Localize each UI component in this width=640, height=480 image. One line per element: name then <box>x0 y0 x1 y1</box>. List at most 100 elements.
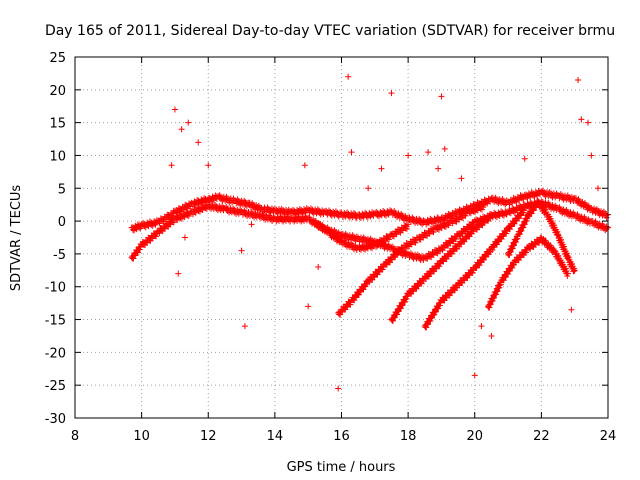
y-tick-label: 20 <box>49 84 66 99</box>
descending-track-4-point <box>497 281 504 288</box>
x-tick-label: 8 <box>71 429 79 444</box>
descending-track-3-point <box>424 321 431 328</box>
outliers-point <box>171 106 178 113</box>
late-arch-point <box>533 204 540 211</box>
evening-dip-arc-point <box>405 221 412 228</box>
descending-track-2-point <box>399 302 406 309</box>
descending-track-4-point <box>493 291 500 298</box>
late-arch-point <box>518 227 525 234</box>
x-tick-label: 18 <box>400 429 417 444</box>
outliers-point <box>365 185 372 192</box>
descending-track-4-point <box>487 301 494 308</box>
main-band-lower-point <box>252 212 259 219</box>
main-band-lower-point <box>302 216 309 223</box>
descending-track-3-point <box>431 311 438 318</box>
x-tick-label: 16 <box>333 429 350 444</box>
late-arch-point <box>517 230 524 237</box>
descending-track-4-point <box>502 274 509 281</box>
descending-track-3-point <box>432 308 439 315</box>
outliers-point <box>521 155 528 162</box>
outliers-point <box>248 221 255 228</box>
outliers-point <box>438 93 445 100</box>
outliers-point <box>348 149 355 156</box>
late-arch-point <box>520 224 527 231</box>
main-band-lower-point <box>603 226 610 233</box>
outliers-point <box>305 303 312 310</box>
late-arch-point <box>523 217 530 224</box>
descending-track-2-point <box>397 305 404 312</box>
outliers-point <box>488 332 495 339</box>
descending-track-4-point <box>509 264 516 271</box>
outliers-point <box>178 126 185 133</box>
y-tick-label: 15 <box>49 117 66 132</box>
main-band-lower-point <box>274 216 281 223</box>
descending-track-1-point <box>347 301 354 308</box>
descending-track-3-point <box>423 324 430 331</box>
outliers-point <box>471 372 478 379</box>
y-tick-label: 10 <box>49 149 66 164</box>
descending-track-2-point <box>488 211 495 218</box>
outliers-point <box>588 152 595 159</box>
descending-track-3-point <box>503 230 510 237</box>
chart-title: Day 165 of 2011, Sidereal Day-to-day VTE… <box>45 23 615 39</box>
main-band-lower-point <box>278 217 285 224</box>
outliers-point <box>578 116 585 123</box>
y-tick-label: -25 <box>45 379 66 394</box>
main-band-lower-point <box>219 205 226 212</box>
main-band-lower-point <box>292 216 299 223</box>
y-tick-label: -15 <box>45 314 66 329</box>
main-band-lower-point <box>170 219 177 226</box>
outliers-point <box>575 76 582 83</box>
descending-track-2-point <box>394 311 401 318</box>
main-band-lower-point <box>281 216 288 223</box>
late-arch-point <box>511 242 518 249</box>
descending-track-2-point <box>395 308 402 315</box>
y-tick-label: -10 <box>45 281 66 296</box>
descending-track-4-point <box>536 239 543 246</box>
data-marks <box>128 73 611 392</box>
outliers-point <box>238 247 245 254</box>
x-tick-label: 22 <box>533 429 550 444</box>
late-arch-point <box>555 231 562 238</box>
descending-track-2-point <box>390 317 397 324</box>
x-tick-label: 20 <box>466 429 483 444</box>
y-tick-label: -5 <box>53 248 66 263</box>
main-band-upper-point <box>188 199 195 206</box>
late-arch-point <box>509 245 516 252</box>
main-band-upper-point <box>568 196 575 203</box>
main-band-upper-point <box>137 225 144 232</box>
main-band-lower-point <box>452 236 459 243</box>
descending-track-2-point <box>401 298 408 305</box>
descending-track-1-point <box>430 229 437 236</box>
main-band-lower-point <box>296 217 303 224</box>
outliers-point <box>425 149 432 156</box>
outliers-point <box>345 73 352 80</box>
descending-track-4-point <box>523 249 529 256</box>
descending-track-4-point <box>565 270 572 277</box>
main-band-lower-point <box>253 214 260 221</box>
y-tick-label: -20 <box>45 346 66 361</box>
descending-track-2-point <box>403 295 410 302</box>
x-axis-label: GPS time / hours <box>287 460 396 475</box>
outliers-point <box>435 165 442 172</box>
descending-track-1-point <box>481 201 488 208</box>
descending-track-2-point <box>391 314 398 321</box>
y-tick-label: -30 <box>45 412 66 427</box>
x-tick-label: 10 <box>133 429 150 444</box>
main-band-upper-point <box>243 203 250 210</box>
x-tick-label: 24 <box>600 429 617 444</box>
late-arch-point <box>506 251 513 258</box>
descending-track-2-point <box>487 215 494 222</box>
late-arch-point <box>571 267 578 274</box>
x-tick-label: 14 <box>267 429 284 444</box>
main-band-lower-point <box>153 233 160 240</box>
outliers-point <box>388 90 395 97</box>
outliers-point <box>568 306 575 313</box>
main-band-upper-point <box>301 208 308 215</box>
x-tick-label: 12 <box>200 429 217 444</box>
main-band-lower-point <box>289 217 296 224</box>
descending-track-1-point <box>462 212 469 219</box>
main-band-lower-point <box>136 246 143 253</box>
main-band-upper-point <box>603 214 610 221</box>
